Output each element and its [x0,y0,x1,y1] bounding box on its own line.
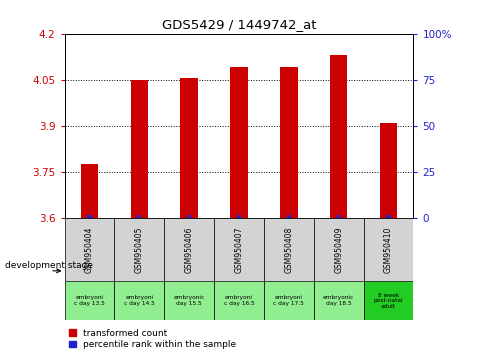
Text: embryonic
day 18.5: embryonic day 18.5 [323,296,354,306]
Bar [87,215,92,218]
Legend: transformed count, percentile rank within the sample: transformed count, percentile rank withi… [69,329,237,349]
Bar [164,281,214,320]
Text: embryoni
c day 14.5: embryoni c day 14.5 [124,296,155,306]
Text: GSM950408: GSM950408 [284,226,293,273]
Bar [264,218,314,281]
Bar [280,67,298,218]
Bar [65,218,114,281]
Text: GSM950405: GSM950405 [135,226,144,273]
Bar [137,215,141,218]
Bar [180,78,198,218]
Bar [214,281,264,320]
Text: embryonic
day 15.5: embryonic day 15.5 [174,296,205,306]
Bar [65,281,114,320]
Bar [314,218,364,281]
Text: GSM950406: GSM950406 [185,226,194,273]
Bar [287,215,291,218]
Text: GSM950409: GSM950409 [334,226,343,273]
Bar [81,164,98,218]
Bar [187,215,191,218]
Text: 8 week
post-natal
adult: 8 week post-natal adult [374,293,403,309]
Text: GSM950404: GSM950404 [85,226,94,273]
Bar [330,55,348,218]
Bar [130,80,148,218]
Bar [264,281,314,320]
Bar [114,218,164,281]
Bar [314,281,364,320]
Bar [237,215,241,218]
Text: GSM950410: GSM950410 [384,226,393,273]
Bar [214,218,264,281]
Bar [337,215,341,218]
Text: embryoni
c day 13.5: embryoni c day 13.5 [74,296,105,306]
Bar [230,67,248,218]
Bar [164,218,214,281]
Text: embryoni
c day 17.5: embryoni c day 17.5 [273,296,304,306]
Bar [386,215,391,218]
Bar [114,281,164,320]
Title: GDS5429 / 1449742_at: GDS5429 / 1449742_at [162,18,316,31]
Bar [364,218,413,281]
Bar [380,122,397,218]
FancyArrowPatch shape [53,269,61,273]
Text: development stage: development stage [5,261,93,270]
Text: GSM950407: GSM950407 [235,226,243,273]
Text: embryoni
c day 16.5: embryoni c day 16.5 [224,296,254,306]
Bar [364,281,413,320]
